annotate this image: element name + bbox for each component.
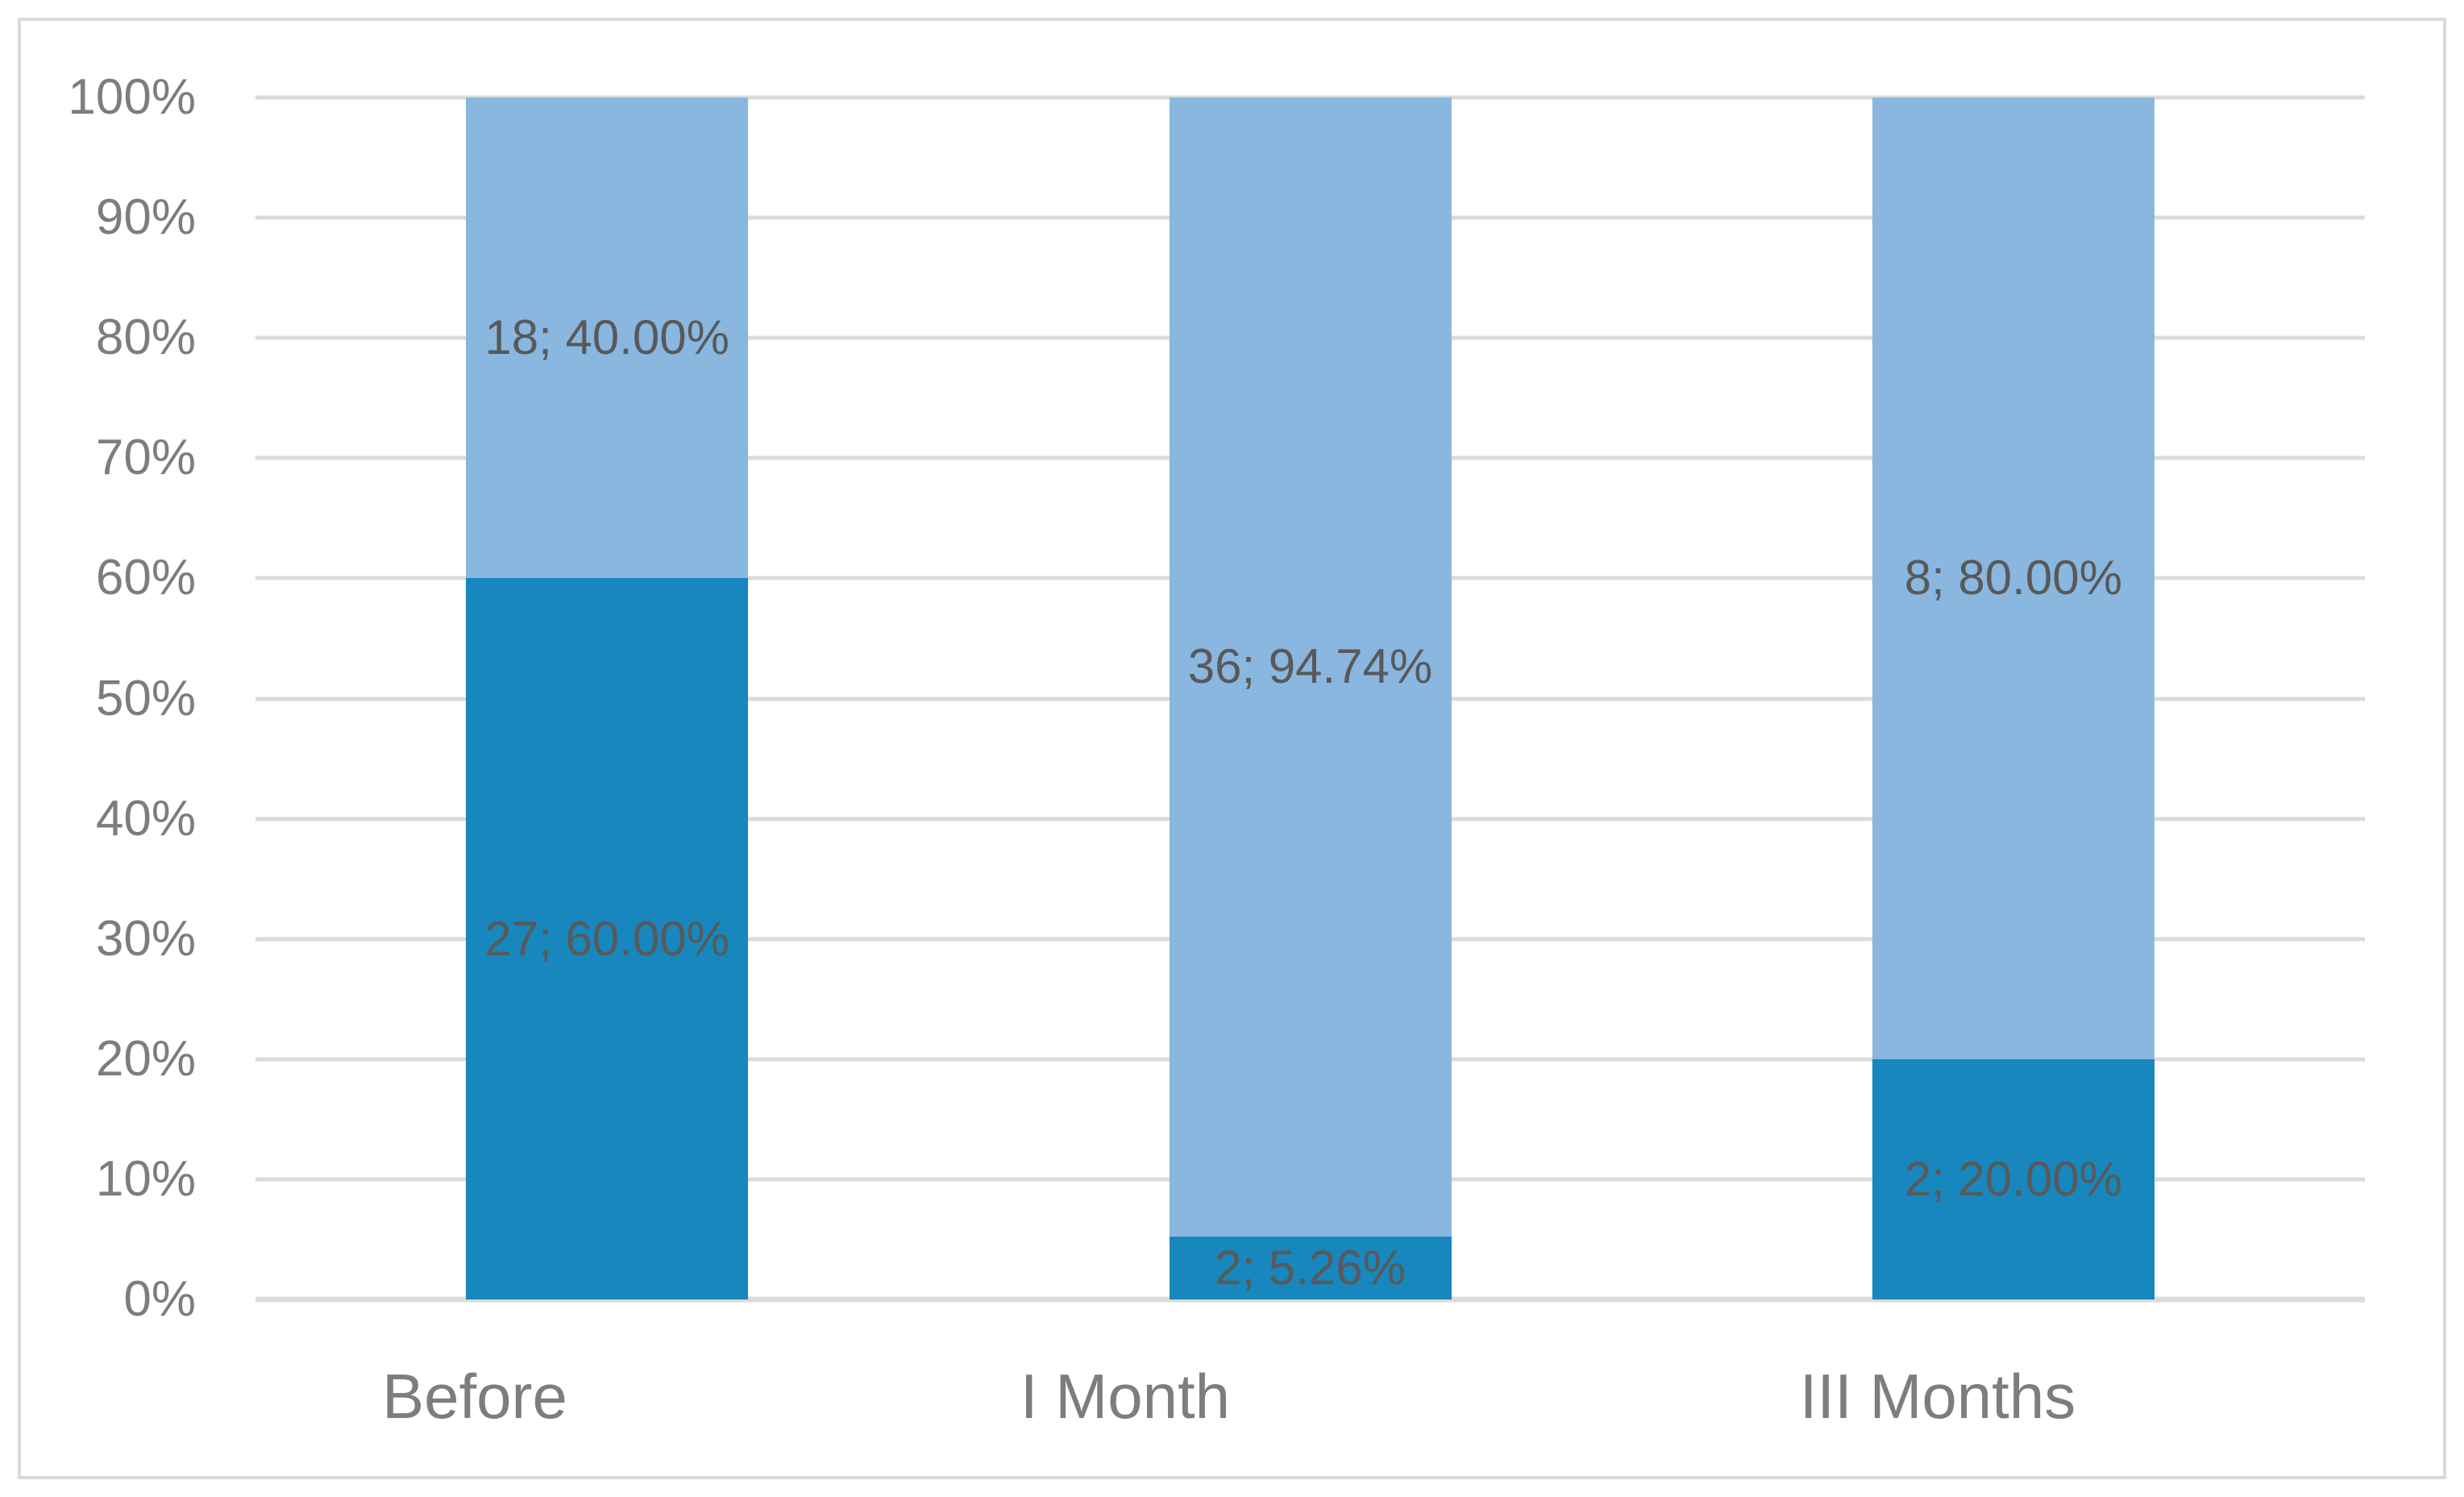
y-tick-label: 40% — [95, 790, 196, 846]
data-label: 2; 20.00% — [1904, 1151, 2122, 1206]
gridline-0 — [256, 1296, 2365, 1303]
dark-blue-bottom-segment: 27; 60.00% — [466, 578, 749, 1299]
data-label: 8; 80.00% — [1904, 551, 2122, 605]
y-tick-label: 80% — [95, 310, 196, 366]
data-label: 27; 60.00% — [484, 911, 729, 966]
y-tick-label: 30% — [95, 910, 196, 967]
x-category-label-iii-months: III Months — [1799, 1361, 2076, 1432]
y-tick-label: 0% — [123, 1271, 196, 1327]
x-category-label-before: Before — [382, 1361, 567, 1432]
data-label: 36; 94.74% — [1187, 639, 1433, 694]
y-tick-label: 70% — [95, 430, 196, 486]
data-label: 2; 5.26% — [1215, 1240, 1406, 1295]
light-blue-top-segment: 36; 94.74% — [1169, 98, 1452, 1237]
light-blue-top-segment: 8; 80.00% — [1872, 98, 2154, 1059]
dark-blue-bottom-segment: 2; 20.00% — [1872, 1058, 2154, 1299]
stacked-bar-i-month: 36; 94.74% 2; 5.26% — [1169, 98, 1452, 1299]
data-label: 18; 40.00% — [484, 310, 729, 365]
stacked-bar-before: 18; 40.00% 27; 60.00% — [466, 98, 749, 1299]
y-tick-label: 90% — [95, 189, 196, 246]
x-category-label-i-month: I Month — [1020, 1361, 1231, 1432]
y-tick-label: 10% — [95, 1150, 196, 1207]
y-tick-label: 20% — [95, 1030, 196, 1087]
stacked-bar-iii-months: 8; 80.00% 2; 20.00% — [1872, 98, 2154, 1299]
y-tick-label: 100% — [68, 69, 196, 125]
plot-area: 18; 40.00% 27; 60.00% 36; 94.74% 2; 5.26% 8;… — [256, 95, 2365, 1303]
y-tick-label: 60% — [95, 550, 196, 606]
dark-blue-bottom-segment: 2; 5.26% — [1169, 1236, 1452, 1299]
y-tick-label: 50% — [95, 670, 196, 726]
light-blue-top-segment: 18; 40.00% — [466, 98, 749, 579]
